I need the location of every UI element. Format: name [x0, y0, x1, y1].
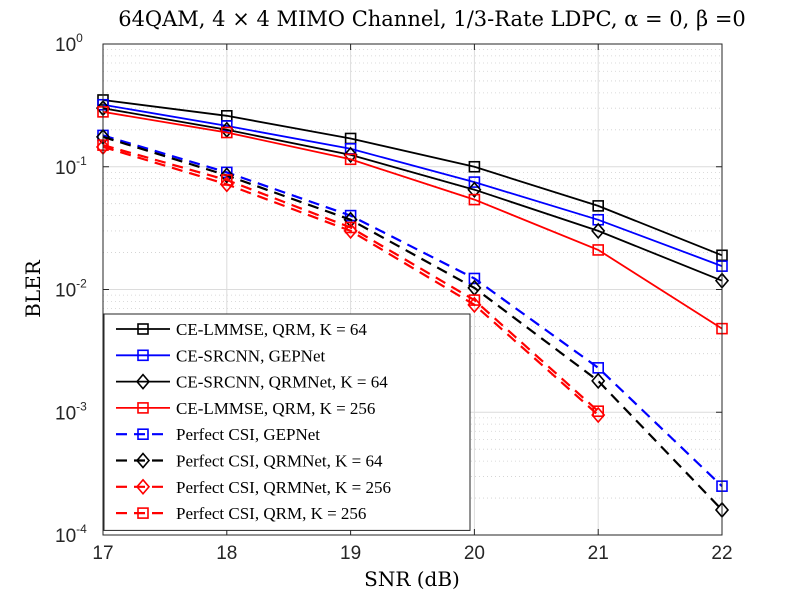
x-tick-label: 20	[464, 543, 485, 564]
legend-box	[103, 313, 471, 531]
legend-swatch-marker	[135, 452, 151, 469]
legend-swatch-marker	[135, 478, 151, 496]
data-point-marker	[343, 222, 358, 240]
legend-swatch-marker	[137, 507, 149, 519]
data-point-marker	[468, 193, 481, 206]
legend-label: CE-LMMSE, QRM, K = 64	[176, 320, 367, 339]
chart-title: 64QAM, 4 × 4 MIMO Channel, 1/3-Rate LDPC…	[118, 7, 746, 31]
legend-label: Perfect CSI, QRM, K = 256	[176, 504, 366, 523]
data-point-marker	[344, 153, 357, 166]
data-point-marker	[221, 174, 233, 186]
legend-label: Perfect CSI, GEPNet	[176, 425, 320, 444]
legend-entry: CE-SRCNN, GEPNet	[116, 346, 326, 365]
data-point-marker	[592, 200, 605, 212]
legend-entry: CE-LMMSE, QRM, K = 256	[116, 399, 375, 418]
legend-swatch-marker	[135, 373, 151, 390]
x-tick-label: 22	[711, 543, 732, 564]
data-point-marker	[343, 146, 358, 164]
data-point-marker	[591, 222, 606, 240]
legend-label: Perfect CSI, QRMNet, K = 64	[176, 452, 383, 471]
legend: CE-LMMSE, QRM, K = 64 CE-SRCNN, GEPNet CE-…	[103, 313, 471, 531]
series-7	[95, 138, 606, 424]
data-point-marker	[467, 296, 482, 314]
legend-entry: Perfect CSI, QRM, K = 256	[116, 504, 366, 523]
data-point-marker	[221, 120, 233, 132]
data-point-marker	[468, 176, 481, 188]
data-point-marker	[219, 167, 234, 184]
legend-swatch-marker	[137, 349, 149, 362]
data-point-marker	[467, 181, 482, 198]
series-line	[102, 134, 723, 487]
legend-label: Perfect CSI, QRMNet, K = 256	[176, 478, 391, 497]
y-tick-exponent: -4	[76, 522, 87, 536]
series-line	[102, 145, 599, 416]
legend-entry: Perfect CSI, GEPNet	[116, 425, 320, 444]
legend-label: CE-SRCNN, GEPNet	[176, 346, 326, 365]
legend-label: CE-SRCNN, QRMNet, K = 64	[176, 373, 388, 392]
data-point-marker	[592, 405, 605, 417]
legend-entry: Perfect CSI, QRMNet, K = 256	[116, 478, 391, 497]
legend-swatch-marker	[137, 402, 149, 414]
legend-entry: Perfect CSI, QRMNet, K = 64	[116, 452, 383, 471]
legend-entry: CE-SRCNN, QRMNet, K = 64	[116, 373, 388, 392]
data-point-marker	[344, 221, 357, 234]
x-axis-ticks: 17 18 19 20 21 22	[92, 44, 733, 564]
x-tick-label: 21	[588, 543, 609, 564]
data-point-marker	[468, 160, 481, 173]
series-line	[102, 135, 723, 511]
data-point-marker	[591, 406, 606, 424]
y-tick-exponent: -3	[76, 399, 87, 413]
x-tick-label: 17	[92, 543, 113, 564]
x-axis-label: SNR (dB)	[364, 567, 460, 591]
x-tick-label: 19	[340, 543, 361, 564]
legend-swatch-marker	[137, 428, 149, 441]
y-tick-exponent: -2	[76, 277, 87, 291]
legend-entry: CE-LMMSE, QRM, K = 64	[116, 320, 367, 339]
legend-swatch-marker	[137, 323, 149, 335]
y-tick-exponent: -1	[76, 154, 87, 168]
series-line	[102, 144, 599, 413]
series-line	[102, 103, 723, 267]
data-point-marker	[591, 372, 606, 390]
series-line	[102, 99, 723, 257]
series-line	[102, 111, 723, 330]
data-point-marker	[468, 294, 481, 306]
data-point-marker	[468, 272, 481, 285]
y-tick-label: 10-2	[55, 277, 87, 302]
legend-label: CE-LMMSE, QRM, K = 256	[176, 399, 375, 418]
data-point-marker	[221, 126, 233, 139]
y-axis-label: BLER	[21, 259, 45, 318]
y-tick-exponent: 0	[76, 31, 83, 45]
data-point-marker	[592, 244, 605, 256]
series-line	[102, 107, 723, 282]
series-layer	[95, 94, 730, 519]
x-tick-label: 18	[216, 543, 237, 564]
